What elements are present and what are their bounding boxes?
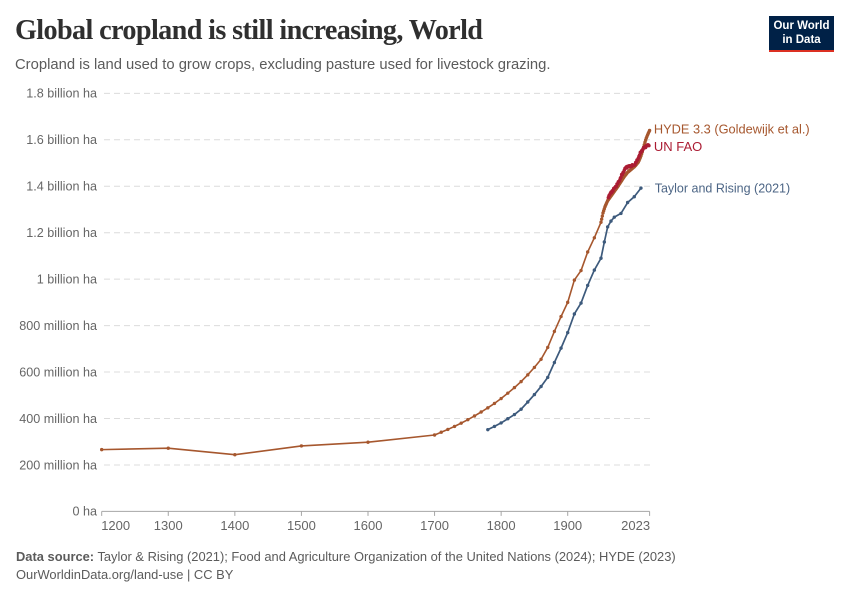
svg-text:1400: 1400 [220,518,249,533]
svg-text:1500: 1500 [287,518,316,533]
svg-text:HYDE 3.3 (Goldewijk et al.): HYDE 3.3 (Goldewijk et al.) [654,122,810,137]
svg-text:200 million ha: 200 million ha [19,458,97,472]
svg-text:1.6 billion ha: 1.6 billion ha [26,133,97,147]
svg-text:1.4 billion ha: 1.4 billion ha [26,180,97,194]
svg-text:1 billion ha: 1 billion ha [37,272,97,286]
svg-text:Taylor and Rising (2021): Taylor and Rising (2021) [655,182,791,196]
svg-text:UN FAO: UN FAO [654,139,702,154]
svg-text:600 million ha: 600 million ha [19,365,97,379]
svg-text:1300: 1300 [154,518,183,533]
svg-text:0 ha: 0 ha [72,505,97,519]
svg-text:1800: 1800 [487,518,516,533]
svg-text:400 million ha: 400 million ha [19,412,97,426]
svg-text:2023: 2023 [621,518,650,533]
svg-text:1600: 1600 [354,518,383,533]
svg-text:1900: 1900 [553,518,582,533]
svg-text:800 million ha: 800 million ha [19,319,97,333]
svg-text:1.2 billion ha: 1.2 billion ha [26,226,97,240]
svg-text:1700: 1700 [420,518,449,533]
svg-text:1200: 1200 [101,518,130,533]
svg-text:1.8 billion ha: 1.8 billion ha [26,87,97,101]
